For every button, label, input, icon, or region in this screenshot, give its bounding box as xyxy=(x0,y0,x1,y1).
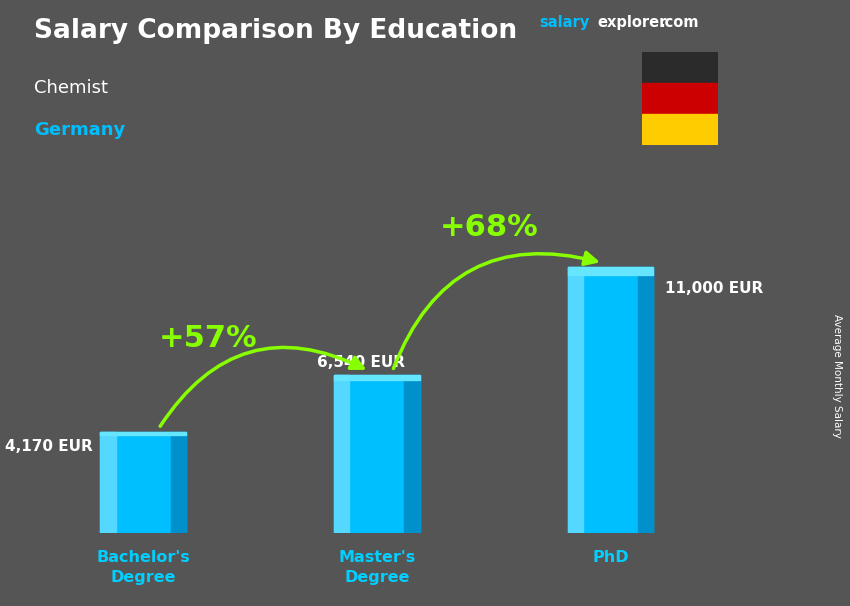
Text: 11,000 EUR: 11,000 EUR xyxy=(665,281,763,296)
Text: explorer: explorer xyxy=(598,15,667,30)
Bar xyxy=(568,267,654,533)
Text: 4,170 EUR: 4,170 EUR xyxy=(5,439,93,454)
Text: salary: salary xyxy=(540,15,590,30)
Bar xyxy=(100,432,116,533)
Bar xyxy=(568,267,583,533)
Bar xyxy=(642,114,718,145)
Text: Chemist: Chemist xyxy=(34,79,108,97)
Text: +68%: +68% xyxy=(439,213,538,242)
Bar xyxy=(334,375,349,533)
Text: Salary Comparison By Education: Salary Comparison By Education xyxy=(34,18,517,44)
Text: Average Monthly Salary: Average Monthly Salary xyxy=(832,314,842,438)
Bar xyxy=(568,267,654,275)
Bar xyxy=(171,432,186,533)
Text: 6,540 EUR: 6,540 EUR xyxy=(317,355,405,370)
Bar xyxy=(405,375,420,533)
Text: +57%: +57% xyxy=(159,324,258,353)
Bar xyxy=(642,52,718,83)
Bar xyxy=(642,83,718,114)
Text: Germany: Germany xyxy=(34,121,125,139)
Bar xyxy=(638,267,654,533)
Text: .com: .com xyxy=(660,15,699,30)
Bar xyxy=(100,432,186,533)
Bar xyxy=(100,432,186,435)
Bar xyxy=(334,375,420,379)
Bar xyxy=(334,375,420,533)
